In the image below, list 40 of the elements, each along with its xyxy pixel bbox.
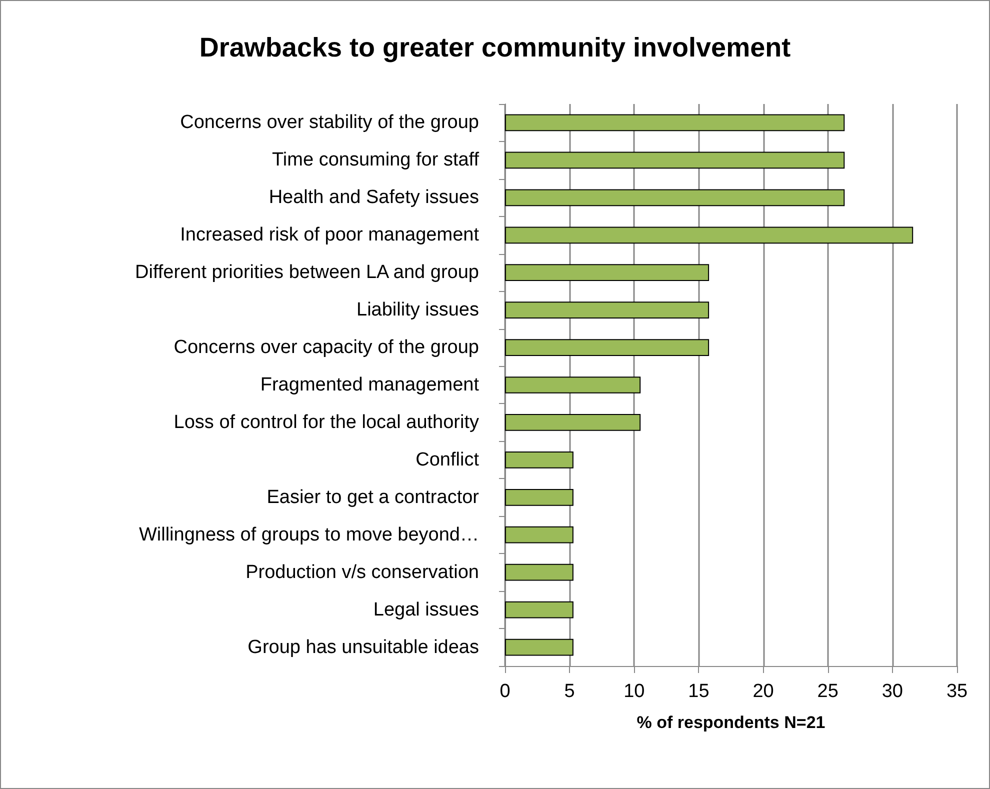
bar bbox=[505, 376, 641, 394]
y-tick-label: Legal issues bbox=[373, 599, 479, 620]
y-tick-label: Willingness of groups to move beyond… bbox=[138, 524, 479, 546]
bar bbox=[505, 226, 914, 244]
bar bbox=[505, 564, 574, 581]
y-tick-label: Concerns over stability of the group bbox=[180, 112, 479, 134]
x-tick-label: 25 bbox=[817, 681, 838, 702]
x-tick-label: 5 bbox=[564, 681, 575, 702]
y-tick-label: Increased risk of poor management bbox=[180, 224, 480, 246]
chart-title: Drawbacks to greater community involvement bbox=[199, 32, 791, 62]
bar bbox=[505, 152, 845, 169]
x-tick-label: 0 bbox=[500, 681, 510, 702]
y-tick-label: Easier to get a contractor bbox=[266, 486, 480, 508]
bar bbox=[505, 264, 710, 282]
x-tick-label: 20 bbox=[752, 681, 774, 702]
bar bbox=[505, 452, 574, 468]
y-tick-label: Time consuming for staff bbox=[272, 150, 480, 171]
bar bbox=[505, 414, 641, 431]
x-axis-title: % of respondents N=21 bbox=[636, 713, 826, 732]
x-tick-label: 30 bbox=[882, 681, 903, 702]
bar bbox=[505, 638, 574, 656]
y-tick-label: Group has unsuitable ideas bbox=[248, 636, 479, 658]
bar bbox=[505, 488, 574, 506]
bar bbox=[505, 601, 574, 618]
bar bbox=[505, 526, 574, 544]
y-tick-label: Conflict bbox=[416, 449, 480, 470]
y-tick-label: Different priorities between LA and group bbox=[135, 262, 479, 284]
y-tick-label: Concerns over capacity of the group bbox=[174, 337, 479, 358]
bar bbox=[505, 302, 710, 318]
bar bbox=[505, 189, 845, 206]
y-tick-label: Production v/s conservation bbox=[246, 562, 479, 583]
x-tick-label: 15 bbox=[688, 681, 710, 702]
y-tick-label: Health and Safety issues bbox=[268, 187, 479, 208]
y-tick-label: Fragmented management bbox=[260, 374, 480, 396]
y-tick-label: Liability issues bbox=[356, 300, 479, 321]
x-tick-label: 35 bbox=[946, 681, 968, 702]
bar bbox=[505, 114, 845, 132]
y-tick-label: Loss of control for the local authority bbox=[174, 412, 480, 433]
bar bbox=[505, 339, 710, 356]
x-tick-label: 10 bbox=[624, 681, 645, 702]
